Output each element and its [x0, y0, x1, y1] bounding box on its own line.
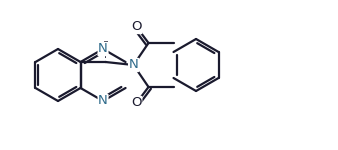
Text: N: N	[129, 58, 138, 72]
Text: N: N	[98, 42, 108, 56]
Text: O: O	[131, 96, 142, 110]
Text: N: N	[98, 94, 108, 108]
Text: O: O	[131, 21, 142, 33]
